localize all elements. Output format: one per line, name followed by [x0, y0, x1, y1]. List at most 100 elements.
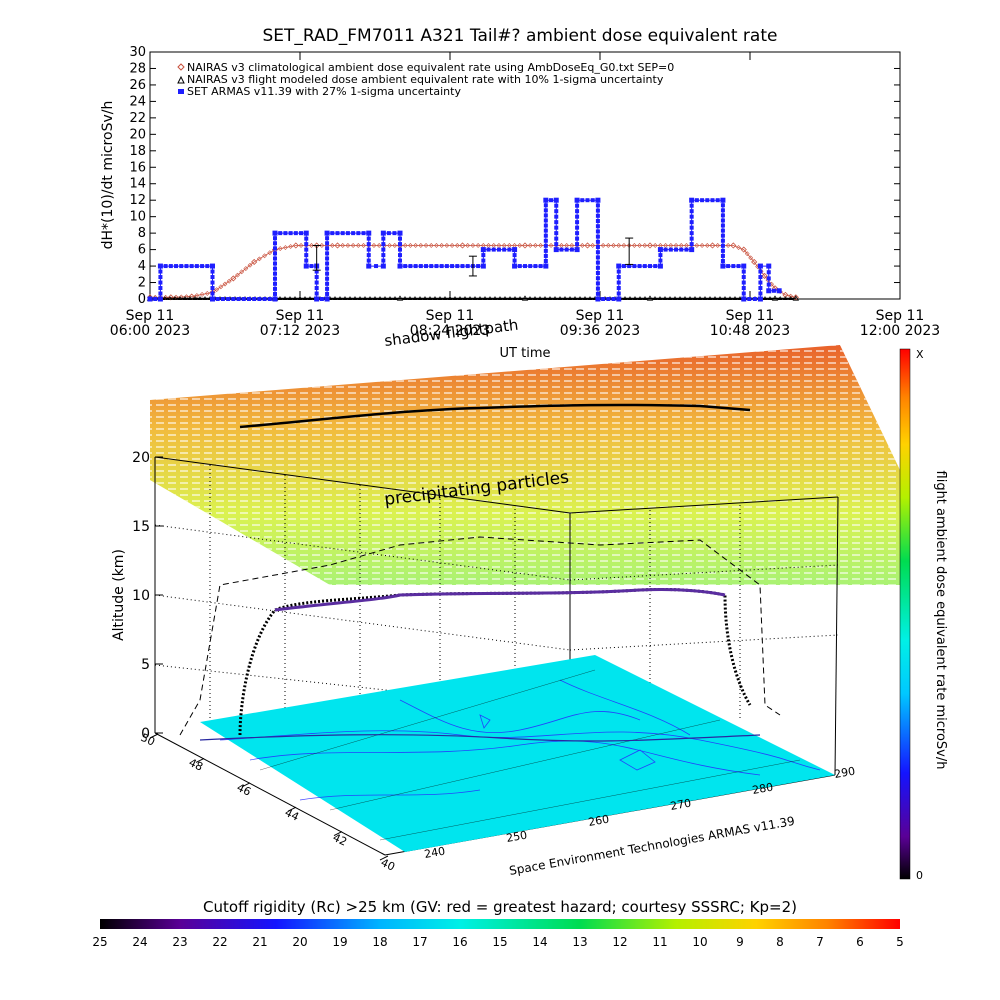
- data-point: [398, 242, 402, 247]
- data-point: [668, 243, 674, 248]
- data-point: [214, 287, 220, 293]
- data-point: [257, 297, 262, 301]
- data-point: [277, 296, 283, 300]
- data-point: [517, 296, 523, 300]
- data-point: [667, 296, 673, 300]
- data-point: [788, 296, 794, 300]
- data-point: [267, 297, 272, 301]
- data-point: [720, 228, 725, 233]
- data-point: [543, 213, 548, 218]
- data-point: [512, 296, 518, 300]
- data-point: [554, 225, 559, 230]
- data-point: [210, 280, 215, 285]
- diamond-marker-icon: [177, 63, 185, 71]
- data-point: [777, 296, 783, 300]
- data-point: [732, 296, 738, 300]
- longitude-tick-label: 240: [423, 845, 446, 861]
- data-point: [481, 253, 486, 258]
- data-point: [662, 296, 668, 300]
- data-point: [398, 258, 402, 263]
- data-point: [226, 297, 231, 301]
- data-point: [559, 243, 564, 248]
- data-point: [663, 247, 668, 252]
- latitude-tick-label: 44: [283, 806, 301, 824]
- data-point: [444, 264, 449, 269]
- data-point: [277, 246, 283, 251]
- data-point: [731, 264, 736, 269]
- data-point: [616, 263, 622, 269]
- data-point: [325, 251, 330, 256]
- data-point: [476, 264, 481, 269]
- data-point: [689, 203, 694, 208]
- data-point: [512, 253, 517, 258]
- data-point: [408, 264, 413, 269]
- data-point: [616, 280, 621, 285]
- data-point: [648, 264, 652, 269]
- cutoff-label: 5: [896, 935, 904, 949]
- data-point: [621, 264, 626, 269]
- data-point: [769, 281, 774, 287]
- data-point: [465, 243, 471, 248]
- data-point: [356, 231, 361, 236]
- data-point: [398, 236, 402, 241]
- data-point: [314, 291, 319, 296]
- data-point: [682, 296, 688, 300]
- data-point: [241, 297, 246, 301]
- data-point: [616, 286, 621, 291]
- data-point: [413, 264, 418, 269]
- data-point: [422, 296, 428, 300]
- data-point: [757, 296, 763, 302]
- data-point: [564, 243, 570, 248]
- data-point: [632, 264, 637, 269]
- data-point: [324, 230, 330, 236]
- data-point: [174, 264, 179, 269]
- data-point: [168, 264, 173, 269]
- data-point: [736, 264, 741, 269]
- chart-title: SET_RAD_FM7011 A321 Tail#? ambient dose …: [263, 26, 778, 46]
- data-point: [304, 242, 309, 247]
- cutoff-rigidity-colorbar: Cutoff rigidity (Rc) >25 km (GV: red = g…: [92, 898, 903, 949]
- y-axis-label: dH*(10)/dt microSv/h: [100, 101, 116, 250]
- data-point: [642, 296, 648, 300]
- data-point: [428, 243, 434, 248]
- longitude-tick-label: 280: [751, 781, 774, 797]
- data-point: [595, 271, 600, 275]
- data-point: [439, 243, 445, 248]
- y-tick-label: 2: [138, 276, 146, 291]
- data-point: [325, 281, 330, 286]
- data-point: [574, 247, 580, 253]
- data-point: [521, 242, 529, 249]
- data-point: [480, 263, 486, 269]
- data-point: [454, 243, 460, 248]
- data-point: [314, 280, 319, 285]
- data-point: [740, 246, 747, 253]
- x-tick-label-bottom: 06:00 2023: [110, 323, 190, 339]
- data-point: [646, 295, 654, 301]
- data-point: [741, 286, 746, 291]
- data-point: [699, 243, 705, 248]
- data-point: [595, 276, 600, 281]
- data-point: [741, 269, 746, 274]
- x-axis-label: UT time: [500, 346, 551, 361]
- y-tick-label: 8: [138, 226, 146, 241]
- data-point: [575, 209, 580, 214]
- data-point: [689, 209, 694, 214]
- data-point: [554, 214, 559, 219]
- data-point: [351, 231, 356, 236]
- data-point: [585, 198, 590, 203]
- data-point: [210, 286, 215, 291]
- data-point: [595, 255, 600, 260]
- data-point: [758, 286, 763, 291]
- data-point: [689, 214, 694, 219]
- flight-3d-scene: precipitating particles shadow flightpat…: [111, 316, 910, 878]
- data-point: [307, 296, 313, 300]
- x-tick-label-bottom: 12:00 2023: [860, 323, 940, 339]
- data-point: [222, 281, 228, 287]
- x-tick-label-bottom: 07:12 2023: [260, 323, 340, 339]
- data-point: [758, 275, 763, 280]
- y-tick-label: 28: [129, 61, 146, 76]
- x-tick-label-bottom: 08:24 2023: [410, 323, 490, 339]
- data-point: [381, 242, 386, 247]
- data-point: [491, 247, 496, 252]
